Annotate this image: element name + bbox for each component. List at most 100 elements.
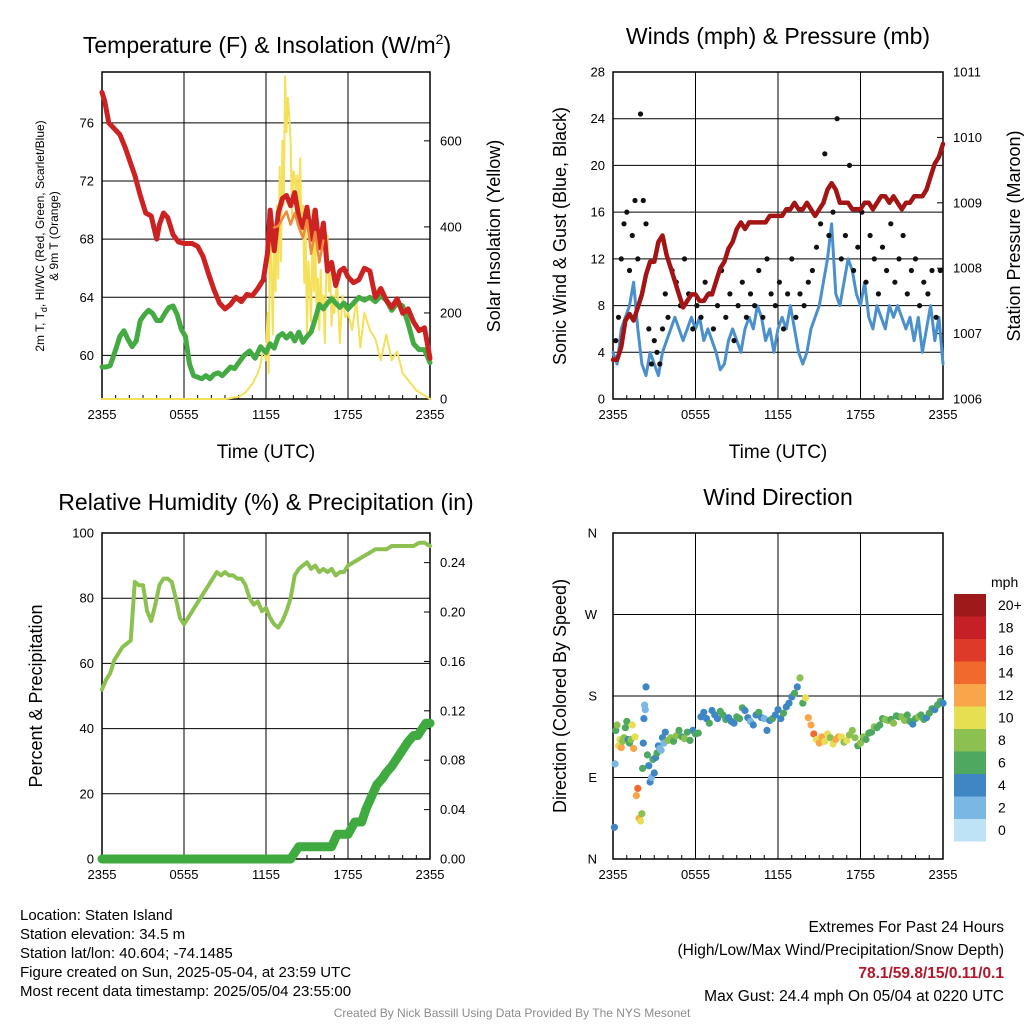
gust-point: [921, 279, 927, 285]
gust-point: [637, 111, 644, 117]
y2-tick-label: 0.12: [440, 703, 465, 718]
x-tick-label: 2355: [416, 407, 445, 422]
legend-label: 16: [998, 642, 1014, 658]
legend-label: 12: [998, 687, 1014, 703]
gust-point: [776, 279, 783, 285]
gust-point: [727, 291, 733, 297]
direction-point: [749, 721, 757, 729]
gust-point: [615, 314, 622, 320]
humidity-ylabel: Percent & Precipitation: [26, 604, 46, 787]
gust-point: [851, 267, 857, 274]
gust-point: [635, 256, 641, 262]
direction-point: [639, 764, 647, 773]
legend-label: 10: [998, 710, 1014, 726]
temperature-series: [99, 75, 433, 400]
direction-point: [657, 746, 665, 754]
direction-point: [632, 792, 641, 800]
gust-point: [690, 326, 696, 332]
insolation-y-ticks: 0 200 400 600: [424, 133, 462, 407]
winds-y-ticks: 0 4 8 12 16 20 24 28: [591, 65, 605, 407]
x-tick-label: 2355: [88, 407, 117, 422]
x-tick-label: 1155: [764, 407, 792, 422]
direction-ylabel: Direction (Colored By Speed): [550, 579, 570, 813]
direction-point: [939, 699, 947, 707]
extremes-values: 78.1/59.8/15/0.11/0.1: [858, 965, 1004, 982]
y2-tick-label: 600: [440, 133, 462, 148]
recent-timestamp: Most recent data timestamp: 2025/05/04 2…: [20, 983, 352, 1000]
direction-point: [638, 810, 646, 818]
direction-point: [900, 716, 909, 725]
direction-point: [641, 706, 649, 714]
gust-point: [756, 267, 762, 274]
y-tick-label: 8: [598, 298, 605, 313]
direction-points: [610, 674, 947, 831]
direction-point: [876, 721, 884, 729]
direction-point: [796, 674, 804, 682]
gust-point: [863, 279, 869, 285]
direction-point: [680, 735, 689, 743]
gust-point: [640, 197, 646, 204]
gust-point: [801, 303, 807, 309]
gust-point: [681, 256, 688, 262]
legend-swatch: [954, 751, 986, 774]
direction-point: [763, 726, 771, 735]
gust-point: [764, 256, 770, 262]
extremes-fields: (High/Low/Max Wind/Precipitation/Snow De…: [677, 942, 1005, 959]
gust-point: [793, 314, 799, 320]
humidity-series: [97, 540, 435, 864]
y-tick-label: 60: [80, 348, 94, 363]
temperature-ylabel-line2: & 9m T (Orange): [47, 191, 61, 281]
x-tick-label: 1755: [846, 407, 875, 422]
gust-point: [912, 256, 919, 262]
gust-point: [933, 314, 939, 320]
insolation-ylabel: Solar Insolation (Yellow): [484, 140, 504, 332]
y2-tick-label: 0.04: [440, 802, 465, 817]
y2-tick-label: 200: [440, 305, 462, 320]
gust-point: [621, 221, 627, 227]
direction-point: [909, 720, 917, 728]
y2-tick-label: 0.16: [440, 654, 465, 669]
gust-point: [896, 256, 902, 262]
x-tick-label: 2355: [929, 867, 958, 882]
gust-point: [908, 267, 915, 274]
extremes-box: Extremes For Past 24 Hours (High/Low/Max…: [678, 916, 1005, 1008]
direction-point: [611, 760, 619, 768]
direction-point: [848, 726, 856, 735]
legend-swatch: [954, 594, 986, 617]
direction-point: [799, 699, 807, 707]
y-tick-label: 60: [80, 656, 94, 671]
y-tick-label: 20: [80, 786, 94, 801]
direction-point: [672, 732, 680, 740]
y-tick-label: S: [588, 689, 597, 704]
direction-point: [612, 726, 620, 735]
gust-point: [629, 232, 635, 239]
gust-point: [698, 314, 704, 320]
y2-tick-label: 400: [440, 219, 462, 234]
gust-point: [937, 267, 943, 274]
direction-point: [785, 699, 793, 707]
direction-point: [790, 689, 799, 697]
gust-point: [884, 267, 890, 274]
station-elevation: Station elevation: 34.5 m: [20, 926, 186, 943]
y2-tick-label: 1009: [953, 195, 982, 210]
speed-color-legend: mph 20+ 18 16 14 12 10 8 6 4 2 0: [954, 574, 1022, 842]
temperature-grid: [102, 72, 430, 399]
direction-point: [700, 708, 708, 716]
y2-tick-label: 0.20: [440, 605, 465, 620]
legend-swatch: [954, 706, 986, 729]
y-tick-label: N: [588, 852, 597, 867]
direction-point: [705, 719, 713, 727]
x-tick-label: 2355: [929, 407, 958, 422]
direction-point: [628, 721, 636, 729]
direction-point: [694, 729, 702, 737]
direction-point: [804, 714, 812, 722]
x-tick-label: 0555: [681, 867, 710, 882]
gust-point: [694, 303, 700, 309]
gust-point: [925, 291, 931, 297]
direction-title: Wind Direction: [703, 484, 853, 510]
gust-point: [780, 326, 787, 332]
winds-panel: Winds (mph) & Pressure (mb) 0 4 8 12 16 20 24 2…: [550, 23, 1024, 463]
y2-tick-label: 1010: [953, 130, 982, 145]
gust-point: [826, 232, 832, 239]
gust-point: [714, 303, 721, 309]
